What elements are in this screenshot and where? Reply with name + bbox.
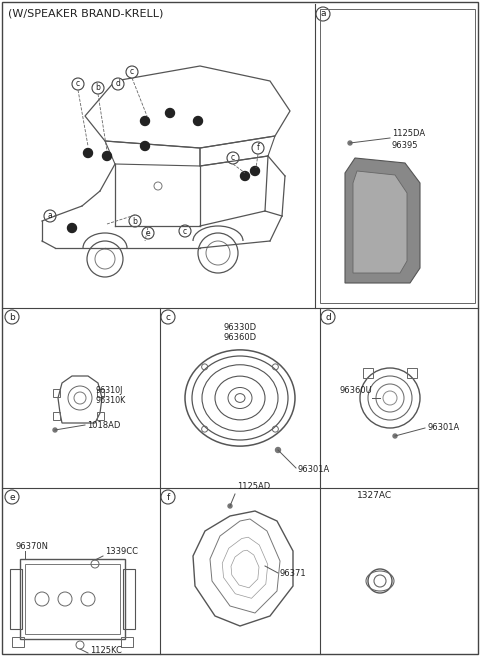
Text: a: a bbox=[48, 211, 52, 220]
Text: 96370N: 96370N bbox=[15, 542, 48, 551]
Text: a: a bbox=[320, 9, 326, 18]
Text: 1125DA: 1125DA bbox=[392, 129, 425, 138]
Text: 1327AC: 1327AC bbox=[358, 491, 393, 500]
Text: d: d bbox=[325, 312, 331, 321]
Text: b: b bbox=[9, 312, 15, 321]
Text: 96310J: 96310J bbox=[95, 386, 122, 395]
Bar bbox=[121, 637, 133, 647]
Bar bbox=[407, 368, 417, 378]
Text: c: c bbox=[183, 226, 187, 236]
Text: d: d bbox=[116, 79, 120, 89]
Bar bbox=[97, 412, 104, 420]
Bar bbox=[53, 389, 60, 397]
Text: 1339CC: 1339CC bbox=[105, 547, 138, 556]
Text: f: f bbox=[167, 493, 169, 501]
Text: 1125AD: 1125AD bbox=[237, 482, 270, 491]
Circle shape bbox=[348, 141, 352, 145]
Circle shape bbox=[252, 142, 264, 154]
Circle shape bbox=[179, 225, 191, 237]
Text: 1018AD: 1018AD bbox=[87, 420, 120, 430]
Text: c: c bbox=[130, 68, 134, 77]
Circle shape bbox=[193, 117, 203, 125]
Text: e: e bbox=[146, 228, 150, 237]
Circle shape bbox=[68, 224, 76, 232]
Text: 96371: 96371 bbox=[280, 569, 307, 578]
Text: e: e bbox=[9, 493, 15, 501]
Text: b: b bbox=[132, 216, 137, 226]
Circle shape bbox=[53, 428, 57, 432]
Circle shape bbox=[129, 215, 141, 227]
Circle shape bbox=[166, 108, 175, 117]
Circle shape bbox=[92, 82, 104, 94]
Circle shape bbox=[240, 171, 250, 180]
Circle shape bbox=[112, 78, 124, 90]
Text: 96301A: 96301A bbox=[427, 424, 459, 432]
Text: (W/SPEAKER BRAND-KRELL): (W/SPEAKER BRAND-KRELL) bbox=[8, 8, 163, 18]
Bar bbox=[97, 389, 104, 397]
Text: 96330D: 96330D bbox=[223, 323, 257, 332]
Polygon shape bbox=[353, 171, 407, 273]
Text: 96395: 96395 bbox=[392, 140, 419, 150]
Bar bbox=[320, 9, 475, 303]
Polygon shape bbox=[345, 158, 420, 283]
Circle shape bbox=[316, 7, 330, 21]
Text: c: c bbox=[76, 79, 80, 89]
Circle shape bbox=[103, 152, 111, 161]
Circle shape bbox=[321, 310, 335, 324]
Circle shape bbox=[228, 504, 232, 508]
Text: 96301A: 96301A bbox=[298, 466, 330, 474]
Circle shape bbox=[141, 142, 149, 150]
Text: f: f bbox=[257, 144, 259, 152]
Circle shape bbox=[5, 490, 19, 504]
Bar bbox=[20, 559, 125, 639]
Circle shape bbox=[5, 310, 19, 324]
Circle shape bbox=[393, 434, 397, 438]
Circle shape bbox=[72, 78, 84, 90]
Text: 96310K: 96310K bbox=[95, 396, 125, 405]
Circle shape bbox=[141, 117, 149, 125]
Bar bbox=[53, 412, 60, 420]
Circle shape bbox=[276, 447, 280, 453]
Bar bbox=[12, 637, 24, 647]
Text: b: b bbox=[96, 83, 100, 92]
Circle shape bbox=[44, 210, 56, 222]
Bar bbox=[123, 569, 135, 629]
Text: 96360D: 96360D bbox=[223, 333, 257, 342]
Circle shape bbox=[161, 310, 175, 324]
Text: 1125KC: 1125KC bbox=[90, 646, 122, 655]
Text: c: c bbox=[231, 154, 235, 163]
Circle shape bbox=[161, 490, 175, 504]
Bar bbox=[25, 564, 120, 634]
Bar bbox=[10, 569, 22, 629]
Circle shape bbox=[84, 148, 93, 157]
Text: c: c bbox=[166, 312, 170, 321]
Bar bbox=[363, 368, 373, 378]
Circle shape bbox=[142, 227, 154, 239]
Circle shape bbox=[126, 66, 138, 78]
Circle shape bbox=[227, 152, 239, 164]
Circle shape bbox=[251, 167, 260, 176]
Text: 96360U: 96360U bbox=[340, 386, 373, 395]
